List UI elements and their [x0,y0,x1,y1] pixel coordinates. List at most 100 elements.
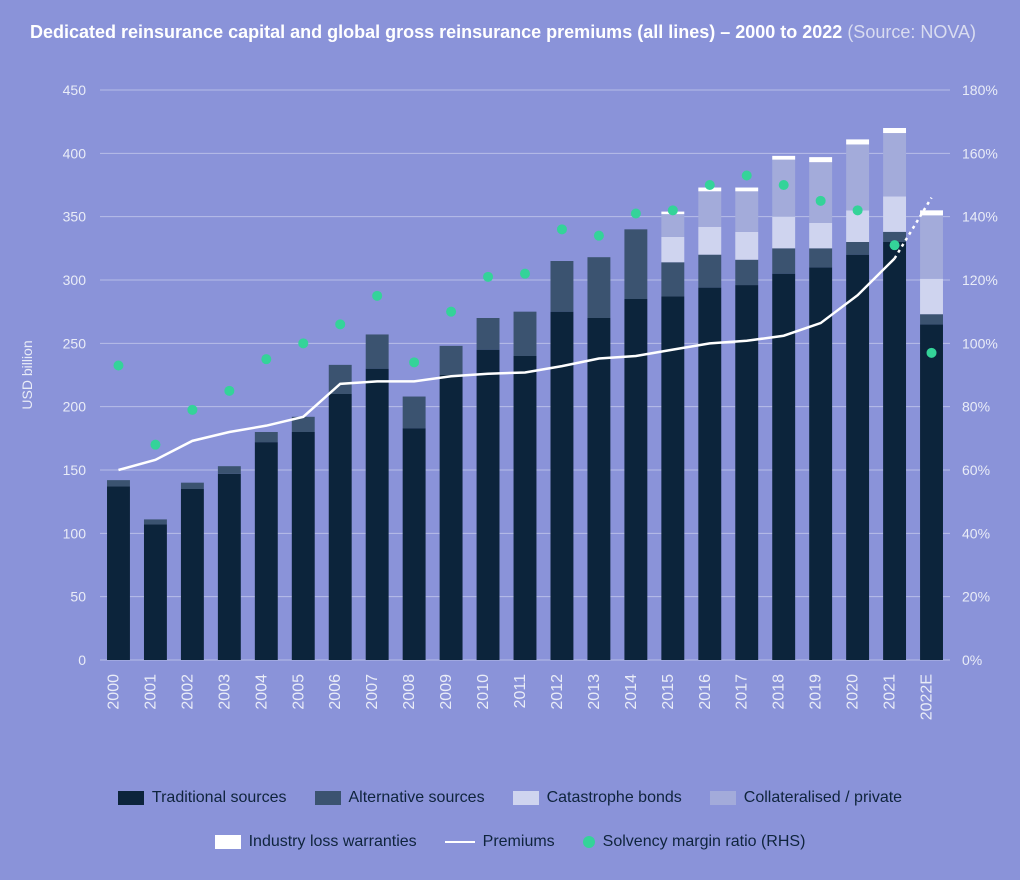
chart-title: Dedicated reinsurance capital and global… [0,0,1020,55]
bar-ilw [809,157,832,162]
x-tick-label: 2019 [808,674,825,710]
bar-ilw [846,139,869,144]
bar-ilw [735,188,758,192]
bar-catastrophe [920,279,943,314]
x-tick-label: 2004 [253,674,270,710]
bar-traditional [329,394,352,660]
bar-collateral [809,162,832,223]
solvency-dot [261,354,271,364]
bar-catastrophe [661,237,684,262]
bar-alternative [107,480,130,486]
solvency-dot [594,231,604,241]
solvency-dot [298,338,308,348]
legend-item-traditional: Traditional sources [118,789,287,807]
x-tick-label: 2000 [105,674,122,710]
x-tick-label: 2022E [919,674,936,720]
solvency-dot [372,291,382,301]
legend-label: Industry loss warranties [249,833,417,851]
solvency-dot [890,240,900,250]
bar-catastrophe [735,232,758,260]
x-tick-label: 2015 [660,674,677,710]
bar-traditional [587,318,610,660]
bar-traditional [218,474,241,660]
swatch-icon [315,791,341,805]
bar-traditional [292,432,315,660]
x-tick-label: 2002 [179,674,196,710]
bar-alternative [403,397,426,429]
bar-alternative [624,229,647,299]
svg-text:0%: 0% [962,652,982,668]
solvency-dot [927,348,937,358]
solvency-dot [705,180,715,190]
bar-collateral [661,214,684,237]
bar-traditional [440,375,463,660]
x-tick-label: 2003 [216,674,233,710]
bar-alternative [181,483,204,489]
legend-label: Solvency margin ratio (RHS) [603,833,806,851]
bar-traditional [403,428,426,660]
bar-alternative [255,432,278,442]
svg-text:450: 450 [63,82,87,98]
svg-text:100: 100 [63,525,87,541]
bar-traditional [366,369,389,660]
svg-text:250: 250 [63,335,87,351]
x-tick-label: 2011 [512,674,529,709]
x-tick-label: 2017 [734,674,751,710]
x-tick-label: 2021 [882,674,899,710]
bar-alternative [477,318,500,350]
svg-text:150: 150 [63,462,87,478]
x-tick-label: 2009 [438,674,455,710]
svg-text:140%: 140% [962,209,998,225]
legend-item-collateral: Collateralised / private [710,789,902,807]
x-tick-label: 2020 [845,674,862,710]
bar-alternative [587,257,610,318]
bar-traditional [772,274,795,660]
svg-text:350: 350 [63,209,87,225]
svg-text:60%: 60% [962,462,990,478]
title-source: (Source: NOVA) [842,22,976,42]
bar-collateral [698,191,721,226]
solvency-dot [224,386,234,396]
bar-alternative [144,519,167,524]
bar-alternative [920,314,943,324]
legend: Traditional sourcesAlternative sourcesCa… [0,770,1020,880]
swatch-icon [215,835,241,849]
solvency-dot [668,205,678,215]
dot-swatch-icon [583,836,595,848]
title-main: Dedicated reinsurance capital and global… [30,22,842,42]
bar-alternative [440,346,463,375]
bar-alternative [218,466,241,474]
legend-label: Collateralised / private [744,789,902,807]
x-tick-label: 2014 [623,674,640,710]
legend-item-alternative: Alternative sources [315,789,485,807]
swatch-icon [118,791,144,805]
svg-text:180%: 180% [962,82,998,98]
bar-alternative [809,248,832,267]
x-tick-label: 2008 [401,674,418,710]
x-tick-label: 2013 [586,674,603,710]
bar-alternative [661,262,684,296]
bar-traditional [846,255,869,660]
bar-traditional [514,356,537,660]
solvency-dot [631,209,641,219]
bar-catastrophe [883,196,906,231]
solvency-dot [520,269,530,279]
bar-catastrophe [809,223,832,248]
svg-text:80%: 80% [962,399,990,415]
solvency-dot [853,205,863,215]
bar-catastrophe [772,217,795,249]
solvency-dot [779,180,789,190]
bar-catastrophe [698,227,721,255]
bar-alternative [514,312,537,356]
solvency-dot [483,272,493,282]
swatch-icon [710,791,736,805]
svg-text:300: 300 [63,272,87,288]
solvency-dot [187,405,197,415]
bar-traditional [181,489,204,660]
bar-traditional [624,299,647,660]
bar-traditional [255,442,278,660]
solvency-dot [557,224,567,234]
legend-label: Traditional sources [152,789,287,807]
solvency-dot [742,171,752,181]
x-tick-label: 2010 [475,674,492,710]
